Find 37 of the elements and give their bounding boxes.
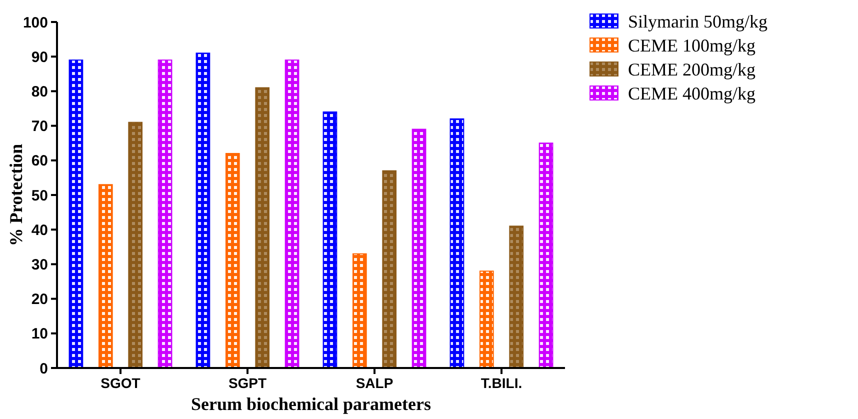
y-tick-label: 20 xyxy=(31,291,48,308)
y-tick-label: 70 xyxy=(31,118,48,136)
y-tick-label: 0 xyxy=(40,360,48,378)
bar xyxy=(509,226,524,368)
x-tick-label: T.BILI. xyxy=(480,375,522,391)
bar xyxy=(479,270,494,368)
legend-label: CEME 200mg/kg xyxy=(628,59,756,80)
bar xyxy=(98,184,113,368)
x-tick-label: SGOT xyxy=(100,375,141,391)
x-tick-label: SGPT xyxy=(228,375,268,391)
bar xyxy=(68,60,84,368)
y-tick-label: 60 xyxy=(31,152,48,170)
y-tick-label: 40 xyxy=(31,222,48,239)
bar xyxy=(382,170,397,368)
bar xyxy=(450,118,464,368)
y-tick-label: 10 xyxy=(31,326,48,343)
bar xyxy=(284,60,300,368)
legend-label: Silymarin 50mg/kg xyxy=(628,11,768,32)
bar xyxy=(225,152,240,368)
bar xyxy=(196,52,210,368)
x-axis-title: Serum biochemical parameters xyxy=(191,394,431,414)
bar xyxy=(158,60,172,368)
y-tick-label: 30 xyxy=(31,256,48,274)
y-tick-label: 90 xyxy=(31,48,48,66)
bar xyxy=(412,128,426,368)
bar xyxy=(255,87,270,368)
bar xyxy=(352,253,367,368)
bar xyxy=(538,142,554,368)
x-tick-label: SALP xyxy=(356,375,394,391)
y-tick-label: 100 xyxy=(22,14,48,32)
legend-label: CEME 400mg/kg xyxy=(628,83,756,104)
bar xyxy=(128,122,143,368)
legend-label: CEME 100mg/kg xyxy=(628,35,756,56)
y-tick-label: 80 xyxy=(31,83,48,100)
y-axis-title: % Protection xyxy=(6,144,26,246)
bar xyxy=(322,111,338,368)
y-tick-label: 50 xyxy=(31,187,48,204)
